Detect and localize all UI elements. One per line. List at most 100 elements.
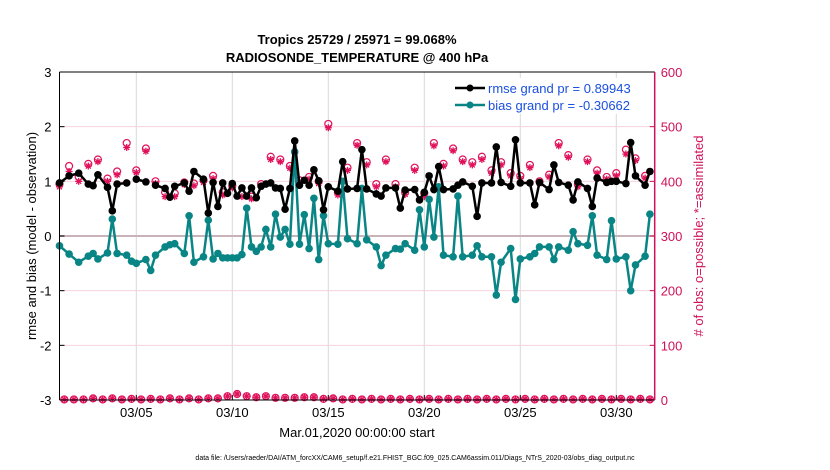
rmse-point (511, 135, 520, 144)
rmse-point (593, 174, 601, 182)
rmse-point (492, 143, 501, 151)
obs-assimilated-marker (608, 395, 615, 403)
bias-point (262, 225, 270, 234)
obs-assimilated-marker (89, 394, 97, 402)
obs-assimilated-marker (641, 174, 649, 182)
rmse-point (151, 181, 160, 189)
bias-point (94, 255, 102, 263)
rmse-point (314, 176, 323, 185)
bias-point (142, 255, 150, 264)
obs-assimilated-marker (464, 395, 471, 403)
obs-assimilated-marker (60, 395, 68, 403)
rmse-point (420, 188, 429, 197)
bias-point (257, 243, 265, 251)
rmse-point (228, 179, 237, 188)
bias-point (122, 251, 131, 259)
rmse-point (185, 187, 193, 195)
rmse-point (506, 182, 515, 191)
obs-assimilated-marker (478, 155, 486, 163)
x-tick-label: 03/30 (600, 405, 633, 420)
obs-assimilated-marker (555, 142, 563, 150)
bias-point (185, 211, 193, 220)
rmse-point (430, 185, 438, 194)
bias-point (583, 241, 592, 250)
obs-assimilated-marker (195, 395, 203, 403)
rmse-point (626, 138, 635, 147)
rmse-point (583, 184, 592, 193)
rmse-point (530, 201, 539, 209)
obs-assimilated-marker (444, 395, 452, 403)
bias-point (271, 210, 280, 218)
rmse-point (550, 161, 558, 169)
bias-point (612, 255, 621, 263)
rmse-point (286, 184, 294, 193)
bias-point (468, 251, 477, 259)
bias-point (535, 243, 544, 251)
bias-point (516, 255, 525, 263)
y-tick-label: -3 (40, 393, 52, 408)
rmse-point (94, 170, 102, 179)
chart-subtitle: RADIOSONDE_TEMPERATURE @ 400 hPa (226, 50, 489, 65)
series-layer (55, 119, 655, 404)
obs-assimilated-marker (132, 169, 140, 177)
obs-assimilated-marker (320, 395, 327, 403)
bias-point (382, 251, 390, 259)
rmse-point (242, 192, 251, 200)
y-axis-label: rmse and bias (model - observation) (24, 132, 39, 340)
rmse-point (564, 181, 573, 189)
bias-point (89, 249, 97, 258)
bias-point (593, 251, 601, 259)
obs-assimilated-marker (531, 395, 539, 403)
obs-assimilated-marker (262, 392, 270, 400)
bias-point (103, 249, 112, 257)
rmse-point (252, 193, 261, 202)
bias-point (410, 246, 419, 255)
rmse-point (142, 178, 150, 186)
bias-point (377, 261, 385, 270)
obs-assimilated-marker (70, 395, 78, 403)
rmse-point (588, 202, 597, 211)
bias-point (439, 251, 448, 259)
rmse-point (425, 172, 433, 180)
obs-assimilated-marker (233, 390, 241, 398)
bias-point (478, 252, 486, 261)
y-tick-label: -1 (40, 284, 52, 299)
bias-point (545, 243, 553, 251)
bias-point (574, 239, 582, 248)
obs-assimilated-marker (84, 162, 92, 170)
rmse-point (334, 187, 342, 195)
obs-assimilated-marker (492, 395, 500, 403)
x-tick-label: 03/25 (504, 405, 537, 420)
rmse-point (170, 182, 179, 191)
rmse-point (410, 185, 419, 194)
obs-assimilated-marker (459, 158, 467, 166)
obs-assimilated-marker (137, 395, 145, 403)
bias-point (242, 204, 251, 212)
obs-assimilated-marker (430, 142, 438, 150)
rmse-point (233, 192, 241, 200)
rmse-point (65, 172, 73, 180)
y-right-tick-label: 100 (661, 338, 683, 353)
obs-assimilated-marker (521, 395, 529, 403)
rmse-point (238, 184, 246, 192)
rmse-point (458, 178, 467, 186)
bias-point (310, 194, 318, 203)
bias-point (449, 252, 457, 261)
y-tick-label: 1 (44, 174, 51, 189)
bias-point (65, 250, 73, 258)
rmse-point (468, 182, 477, 191)
obs-assimilated-marker (468, 161, 476, 169)
bias-point (454, 192, 462, 200)
bias-point (362, 236, 371, 244)
obs-assimilated-marker (204, 394, 212, 402)
y-right-tick-label: 200 (661, 284, 683, 299)
y-right-tick-label: 400 (661, 174, 683, 189)
legend-bias-marker (466, 101, 474, 109)
obs-assimilated-marker (454, 395, 462, 403)
obs-assimilated-marker (94, 158, 102, 166)
legend: rmse grand pr = 0.89943 bias grand pr = … (452, 78, 652, 114)
x-tick-label: 03/05 (120, 405, 153, 420)
rmse-point (554, 178, 563, 187)
bias-point (266, 243, 275, 251)
obs-assimilated-marker (646, 395, 654, 403)
